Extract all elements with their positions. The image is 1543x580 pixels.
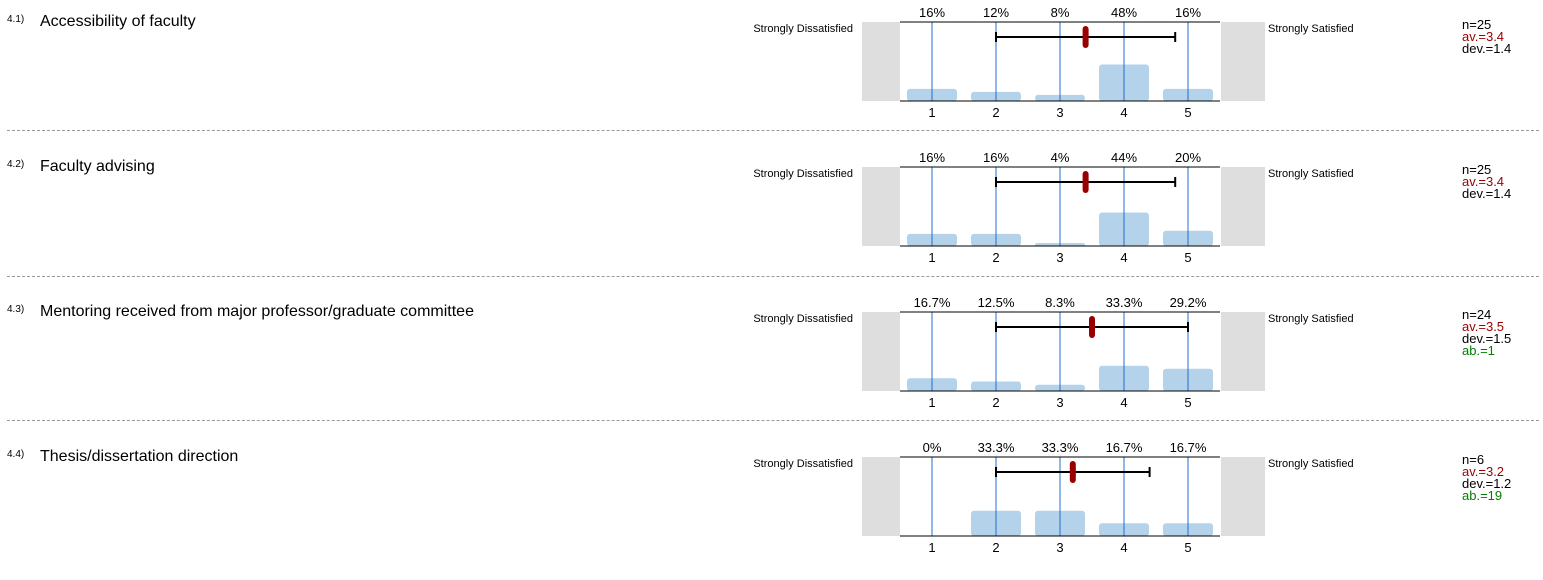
tick-label: 3 <box>1056 250 1063 265</box>
scale-left-label: Strongly Dissatisfied <box>753 23 853 35</box>
mean-marker <box>1082 171 1089 193</box>
scale-right-label: Strongly Satisfied <box>1268 458 1354 470</box>
tick-label: 4 <box>1120 250 1127 265</box>
scale-left-label: Strongly Dissatisfied <box>753 458 853 470</box>
scale-right-label: Strongly Satisfied <box>1268 313 1354 325</box>
stats-panel: n=25 av.=3.4 dev.=1.4 <box>1462 17 1512 56</box>
question-number: 4.3) <box>7 304 25 315</box>
scale-right-label: Strongly Satisfied <box>1268 168 1354 180</box>
mean-marker <box>1082 26 1089 48</box>
histogram-plot: 16% 12% 8% 48% 16% 1 2 3 4 5 <box>862 5 1265 120</box>
percent-label: 0% <box>923 440 942 455</box>
stats-panel: n=24 av.=3.5 dev.=1.5 ab.=1 <box>1462 307 1512 358</box>
percent-label: 33.3% <box>1042 440 1079 455</box>
section-divider <box>7 130 1539 131</box>
right-panel <box>1221 312 1265 391</box>
tick-label: 4 <box>1120 395 1127 410</box>
mean-marker <box>1069 461 1076 483</box>
stat-average: av.=3.5 <box>1462 319 1505 334</box>
tick-label: 3 <box>1056 105 1063 120</box>
section-divider <box>7 420 1539 421</box>
percent-label: 12.5% <box>978 295 1015 310</box>
stat-count: n=6 <box>1462 452 1485 467</box>
stat-count: n=25 <box>1462 17 1492 32</box>
stat-average: av.=3.4 <box>1462 29 1505 44</box>
stat-deviation: dev.=1.4 <box>1462 41 1512 56</box>
percent-label: 12% <box>983 5 1009 20</box>
percent-label: 16.7% <box>1106 440 1143 455</box>
left-panel <box>862 22 900 101</box>
histogram-plot: 0% 33.3% 33.3% 16.7% 16.7% 1 2 3 4 5 <box>862 440 1265 555</box>
tick-label: 3 <box>1056 395 1063 410</box>
scale-left-label: Strongly Dissatisfied <box>753 313 853 325</box>
scale-right-label: Strongly Satisfied <box>1268 23 1354 35</box>
tick-label: 5 <box>1184 395 1191 410</box>
percent-label: 16% <box>983 150 1009 165</box>
stat-average: av.=3.4 <box>1462 174 1505 189</box>
stat-deviation: dev.=1.5 <box>1462 331 1512 346</box>
stat-count: n=25 <box>1462 162 1492 177</box>
percent-label: 20% <box>1175 150 1201 165</box>
left-panel <box>862 312 900 391</box>
mean-marker <box>1089 316 1095 338</box>
tick-label: 5 <box>1184 105 1191 120</box>
section-divider <box>7 276 1539 277</box>
percent-label: 16% <box>919 5 945 20</box>
question-block: 4.1) Accessibility of faculty Strongly Dis… <box>0 0 1543 145</box>
question-title: Faculty advising <box>40 158 155 175</box>
question-number: 4.2) <box>7 159 25 170</box>
question-block: 4.3) Mentoring received from major profes… <box>0 290 1543 435</box>
stats-panel: n=6 av.=3.2 dev.=1.2 ab.=19 <box>1462 452 1512 503</box>
question-block: 4.2) Faculty advising Strongly Dissatisfie… <box>0 145 1543 290</box>
tick-label: 2 <box>992 395 999 410</box>
left-panel <box>862 457 900 536</box>
percent-label: 33.3% <box>1106 295 1143 310</box>
scale-left-label: Strongly Dissatisfied <box>753 168 853 180</box>
percent-label: 16.7% <box>914 295 951 310</box>
percent-label: 4% <box>1051 150 1070 165</box>
tick-label: 2 <box>992 540 999 555</box>
percent-label: 16% <box>1175 5 1201 20</box>
percent-label: 8.3% <box>1045 295 1075 310</box>
right-panel <box>1221 457 1265 536</box>
tick-label: 5 <box>1184 250 1191 265</box>
tick-label: 1 <box>928 105 935 120</box>
tick-label: 5 <box>1184 540 1191 555</box>
left-panel <box>862 167 900 246</box>
question-title: Mentoring received from major professor/… <box>40 303 474 320</box>
question-block: 4.4) Thesis/dissertation direction Strongl… <box>0 435 1543 580</box>
percent-label: 8% <box>1051 5 1070 20</box>
right-panel <box>1221 22 1265 101</box>
percent-label: 44% <box>1111 150 1137 165</box>
histogram-plot: 16.7% 12.5% 8.3% 33.3% 29.2% 1 2 3 4 5 <box>862 295 1265 410</box>
stat-deviation: dev.=1.2 <box>1462 476 1512 491</box>
right-panel <box>1221 167 1265 246</box>
tick-label: 3 <box>1056 540 1063 555</box>
question-number: 4.1) <box>7 14 25 25</box>
percent-label: 48% <box>1111 5 1137 20</box>
tick-label: 1 <box>928 540 935 555</box>
tick-label: 4 <box>1120 105 1127 120</box>
tick-label: 4 <box>1120 540 1127 555</box>
tick-label: 2 <box>992 105 999 120</box>
stat-abstentions: ab.=19 <box>1462 488 1503 503</box>
stat-count: n=24 <box>1462 307 1492 322</box>
tick-label: 1 <box>928 395 935 410</box>
stats-panel: n=25 av.=3.4 dev.=1.4 <box>1462 162 1512 201</box>
percent-label: 29.2% <box>1170 295 1207 310</box>
stat-abstentions: ab.=1 <box>1462 343 1495 358</box>
tick-label: 2 <box>992 250 999 265</box>
stat-deviation: dev.=1.4 <box>1462 186 1512 201</box>
question-number: 4.4) <box>7 449 25 460</box>
histogram-plot: 16% 16% 4% 44% 20% 1 2 3 4 5 <box>862 150 1265 265</box>
percent-label: 16.7% <box>1170 440 1207 455</box>
percent-label: 16% <box>919 150 945 165</box>
stat-average: av.=3.2 <box>1462 464 1505 479</box>
question-title: Accessibility of faculty <box>40 13 196 30</box>
percent-label: 33.3% <box>978 440 1015 455</box>
question-title: Thesis/dissertation direction <box>40 448 239 465</box>
tick-label: 1 <box>928 250 935 265</box>
